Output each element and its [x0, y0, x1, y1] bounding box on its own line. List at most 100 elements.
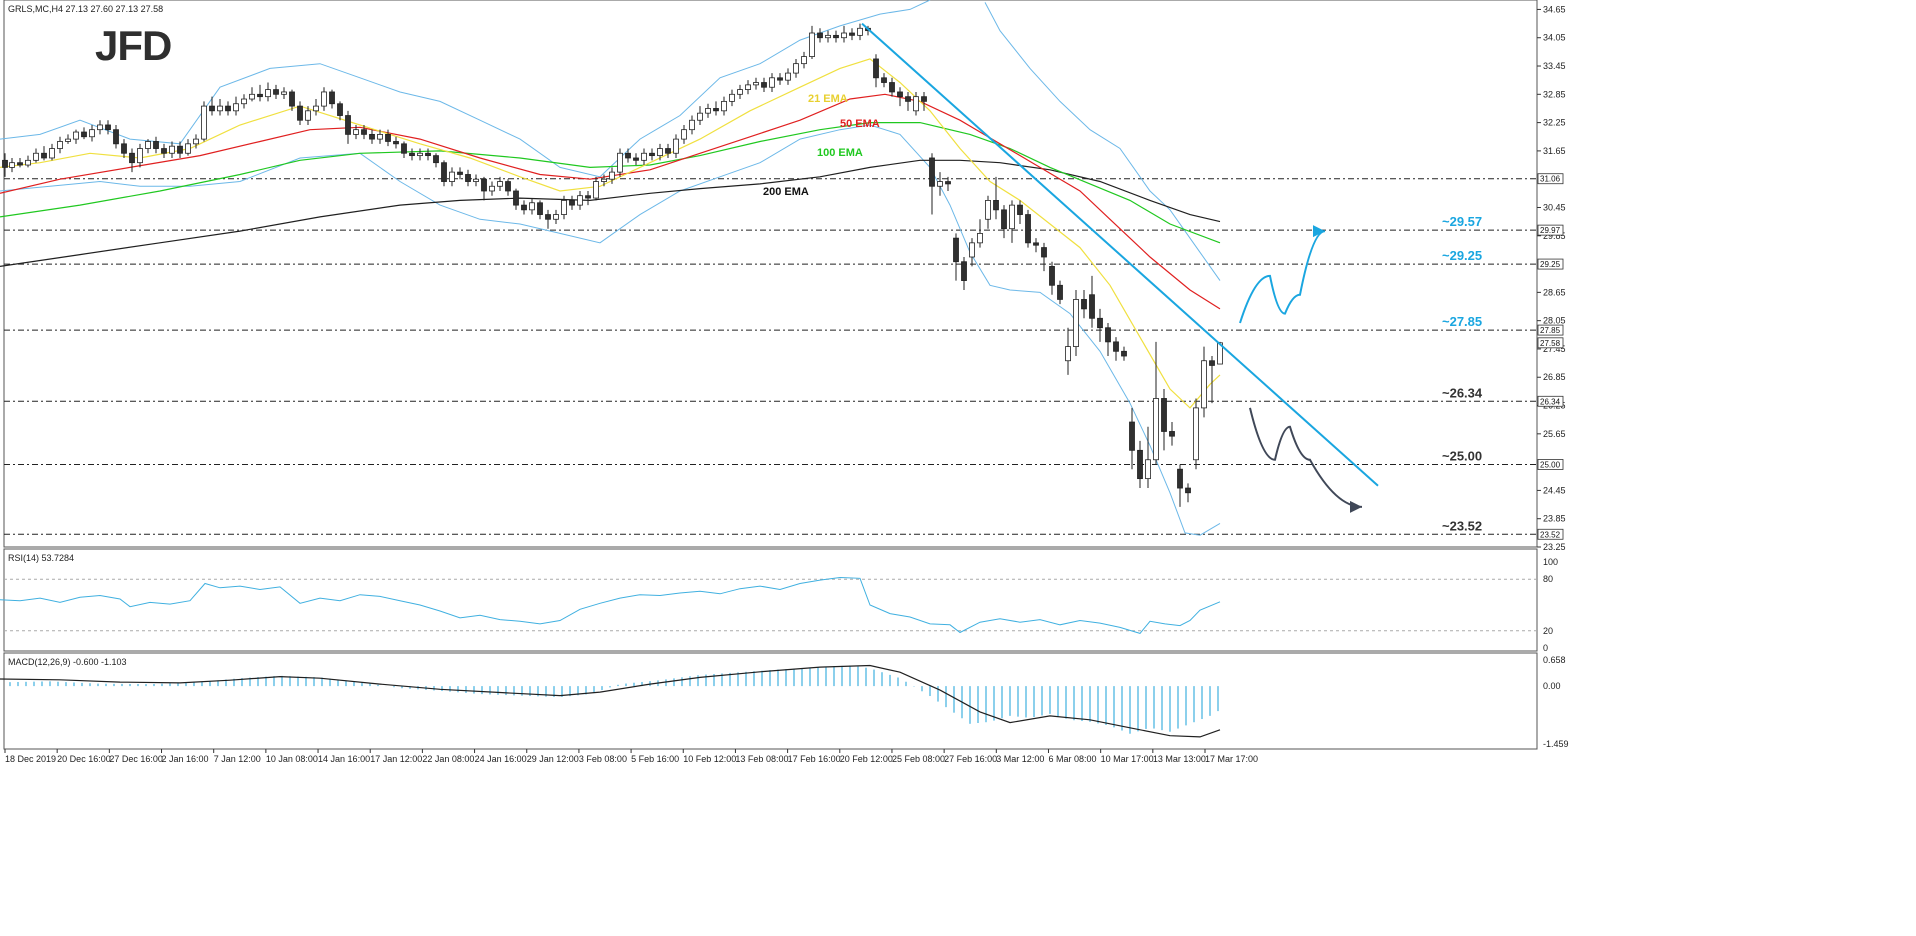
candle — [305, 106, 311, 125]
candle — [377, 129, 383, 144]
candle — [177, 141, 183, 158]
time-tick-label: 14 Jan 16:00 — [318, 754, 370, 764]
level-label-4: ~26.34 — [1442, 385, 1483, 400]
candle — [1033, 238, 1039, 253]
time-tick-label: 27 Feb 16:00 — [944, 754, 997, 764]
main-pane[interactable] — [3, 0, 1538, 548]
candle — [889, 77, 895, 97]
ema50-label: 50 EMA — [840, 118, 880, 130]
price-tick-label: 23.85 — [1543, 514, 1566, 524]
candle — [129, 148, 135, 173]
price-tick-label: 30.45 — [1543, 202, 1566, 212]
candle — [1001, 205, 1007, 239]
candle — [81, 127, 87, 140]
candle — [545, 209, 551, 229]
price-tick-label: 25.65 — [1543, 429, 1566, 439]
candlesticks — [2, 23, 1223, 507]
candle — [1065, 327, 1071, 375]
candle — [833, 30, 839, 43]
macd-tick-label: 0.00 — [1543, 681, 1561, 691]
level-axis-box — [1537, 459, 1564, 470]
candle — [785, 68, 791, 85]
candle — [369, 129, 375, 144]
candle — [401, 141, 407, 158]
current-price-box — [1537, 337, 1564, 349]
candle — [193, 134, 199, 149]
candle — [345, 110, 351, 144]
level-axis-label: 26.34 — [1540, 397, 1561, 406]
candle — [25, 155, 31, 168]
candle — [65, 134, 71, 144]
candle — [873, 54, 879, 88]
candle — [425, 148, 431, 161]
candle — [209, 96, 215, 116]
candle — [577, 190, 583, 210]
scenario-arrows — [1239, 225, 1363, 513]
candle — [929, 153, 935, 215]
candle — [57, 136, 63, 154]
level-axis-box — [1537, 395, 1564, 407]
candle — [625, 148, 631, 163]
candle — [601, 174, 607, 187]
level-axis-label: 25.00 — [1540, 460, 1561, 469]
rsi-line — [0, 576, 1221, 634]
candle — [449, 167, 455, 187]
candle — [1153, 341, 1159, 465]
candle — [465, 169, 471, 187]
candle — [721, 96, 727, 116]
symbol-header: GRLS,MC,H4 27.13 27.60 27.13 27.58 — [8, 4, 163, 14]
candle — [257, 84, 263, 102]
candle — [681, 124, 687, 144]
candle — [945, 176, 951, 191]
candle — [857, 23, 863, 41]
candle — [969, 238, 975, 267]
price-tick-label: 27.45 — [1543, 344, 1566, 354]
downtrend-line — [861, 22, 1379, 487]
candle — [489, 181, 495, 196]
candle — [1049, 261, 1055, 295]
candle — [321, 87, 327, 111]
candle — [745, 80, 751, 95]
candle — [881, 73, 887, 88]
candle — [801, 51, 807, 69]
rsi-indicator: 100 80 20 0 — [0, 557, 1558, 653]
candle — [561, 195, 567, 220]
candle — [2, 153, 8, 177]
candle — [409, 148, 415, 161]
time-tick-label: 10 Mar 17:00 — [1101, 754, 1154, 764]
candle — [33, 148, 39, 163]
candle — [769, 73, 775, 92]
candle — [89, 124, 95, 142]
candle — [121, 139, 127, 158]
candle — [705, 103, 711, 118]
candle — [1097, 308, 1103, 342]
candle — [673, 134, 679, 158]
candle — [1169, 422, 1175, 446]
macd-tick-label: 0.658 — [1543, 655, 1566, 665]
price-tick-label: 31.65 — [1543, 146, 1566, 156]
time-tick-label: 18 Dec 2019 — [5, 754, 56, 764]
candle — [657, 143, 663, 161]
time-tick-label: 24 Jan 16:00 — [475, 754, 527, 764]
macd-pane[interactable] — [3, 652, 1538, 750]
candle — [553, 209, 559, 224]
candle — [497, 176, 503, 191]
rsi-label: RSI(14) 53.7284 — [8, 553, 74, 563]
price-tick-label: 32.25 — [1543, 118, 1566, 128]
candle — [337, 101, 343, 121]
candle — [441, 160, 447, 187]
candle — [137, 143, 143, 168]
candle — [241, 94, 247, 109]
candle — [689, 115, 695, 135]
bb-upper2-line — [984, 2, 1221, 281]
macd-indicator: 0.658 0.00 -1.459 — [0, 655, 1569, 749]
bullish-scenario-arrow — [1239, 225, 1326, 324]
candle — [393, 136, 399, 149]
candle — [233, 96, 239, 116]
rsi-tick-label: 0 — [1543, 643, 1548, 653]
candle — [361, 124, 367, 140]
price-tick-label: 28.05 — [1543, 316, 1566, 326]
